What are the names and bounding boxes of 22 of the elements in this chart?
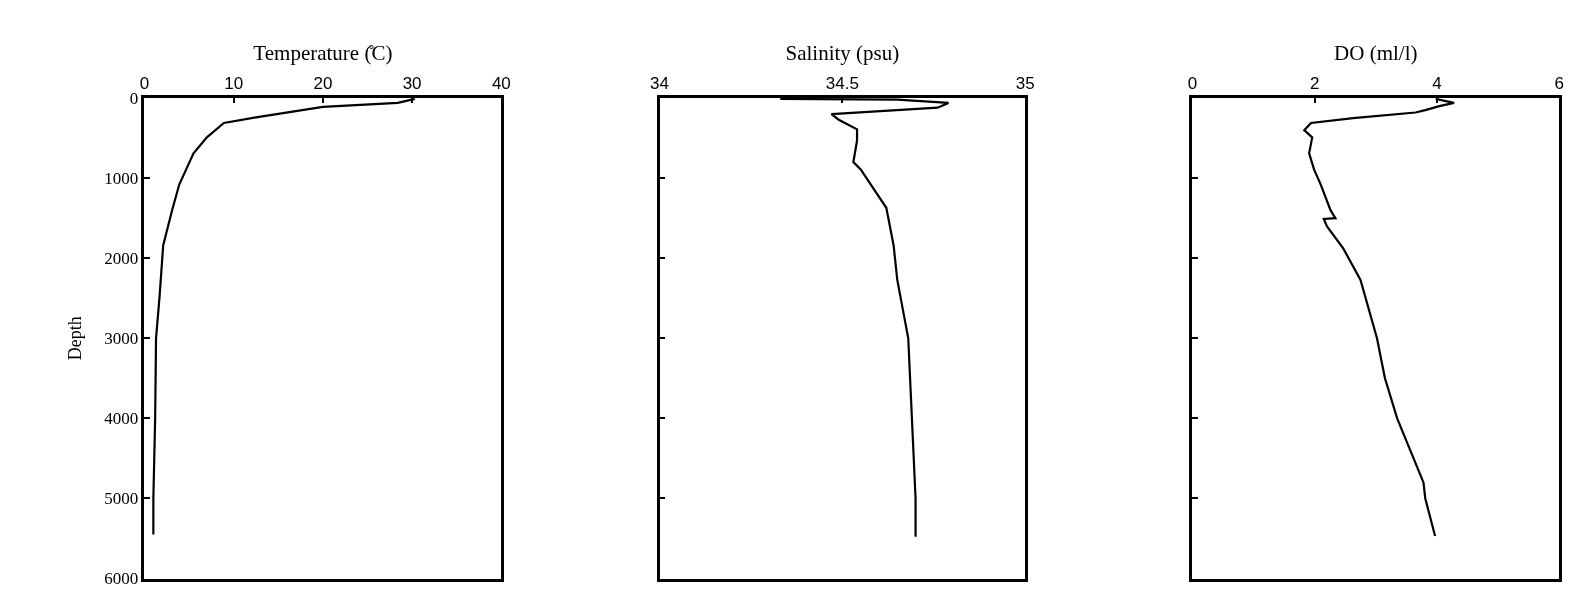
x-tick-label: 10	[224, 73, 244, 93]
x-tick-label: 40	[491, 73, 511, 93]
y-tick-label: 0	[129, 89, 139, 109]
x-tick-label: 30	[402, 73, 422, 93]
x-tick-label: 34.5	[825, 73, 859, 93]
y-tick-label: 4000	[104, 409, 139, 429]
y-tick-label: 5000	[104, 489, 139, 509]
y-tick-label: 2000	[104, 249, 139, 269]
x-axis-title: Temperature (̊C)	[253, 40, 393, 65]
x-axis-title: DO (ml/l)	[1334, 40, 1418, 65]
x-tick-label: 4	[1432, 73, 1442, 93]
x-tick-label: 6	[1554, 73, 1564, 93]
y-tick-label: 1000	[104, 169, 139, 189]
y-tick-label: 3000	[104, 329, 139, 349]
x-tick-label: 0	[1187, 73, 1198, 93]
x-tick-label: 34	[650, 73, 669, 93]
x-tick-label: 20	[313, 73, 333, 93]
x-tick-label: 35	[1015, 73, 1035, 93]
x-axis-title: Salinity (psu)	[785, 40, 900, 65]
y-axis-title: Depth	[65, 316, 86, 361]
y-tick-label: 6000	[104, 569, 139, 589]
x-tick-label: 2	[1309, 73, 1320, 93]
